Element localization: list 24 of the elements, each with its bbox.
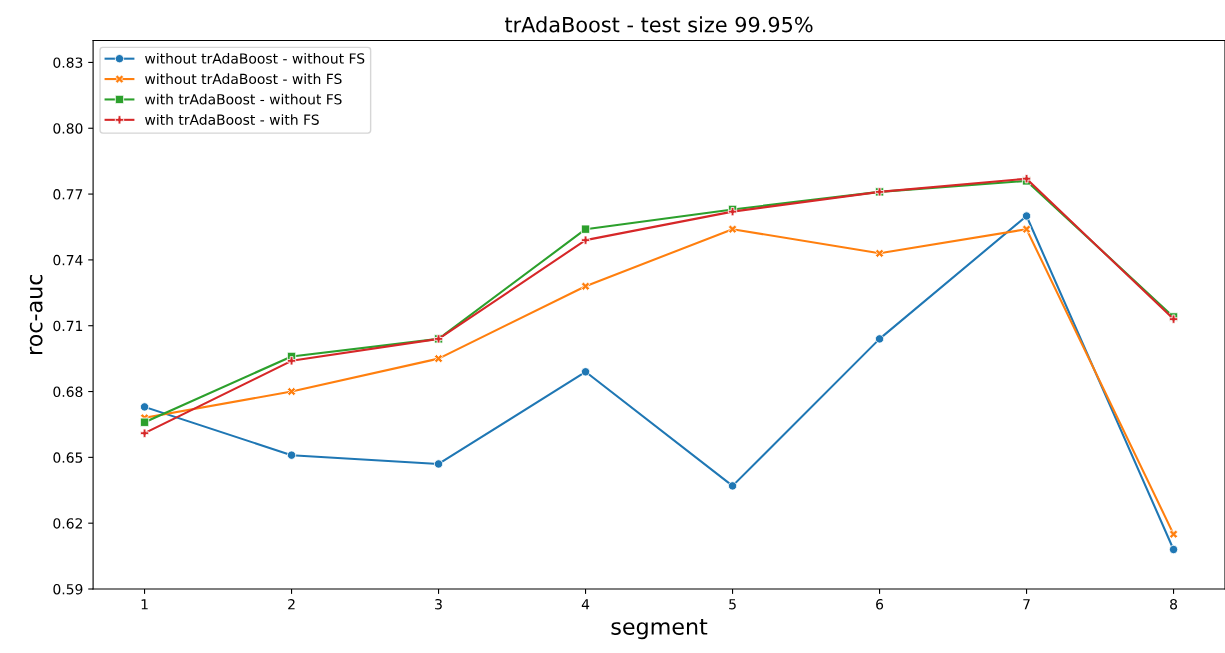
y-axis-title: roc-auc xyxy=(29,274,43,354)
legend-label: with trAdaBoost - without FS xyxy=(145,93,342,105)
x-tick-label: 7 xyxy=(1023,599,1030,610)
legend-label: without trAdaBoost - with FS xyxy=(145,73,342,85)
x-tick-label: 2 xyxy=(288,598,295,610)
x-tick-label: 4 xyxy=(581,599,590,610)
y-tick-label: 0.77 xyxy=(53,189,83,200)
y-tick-label: 0.68 xyxy=(53,386,83,398)
x-tick-label: 8 xyxy=(1170,598,1178,610)
y-tick-label: 0.59 xyxy=(53,583,83,595)
y-tick-label: 0.71 xyxy=(53,320,83,332)
x-tick-label: 6 xyxy=(876,598,884,610)
y-tick-label: 0.65 xyxy=(53,452,83,463)
y-tick-label: 0.80 xyxy=(53,123,83,134)
x-tick-label: 5 xyxy=(729,599,736,610)
x-tick-label: 1 xyxy=(141,599,148,610)
chart-title: trAdaBoost - test size 99.95% xyxy=(504,16,813,33)
y-tick-label: 0.74 xyxy=(53,254,83,266)
y-tick-label: 0.83 xyxy=(53,57,83,68)
x-tick-label: 3 xyxy=(435,598,442,610)
x-axis-title: segment xyxy=(611,619,708,640)
legend-label: with trAdaBoost - with FS xyxy=(145,114,319,125)
y-tick-label: 0.62 xyxy=(53,518,82,529)
legend-label: without trAdaBoost - without FS xyxy=(145,52,365,64)
